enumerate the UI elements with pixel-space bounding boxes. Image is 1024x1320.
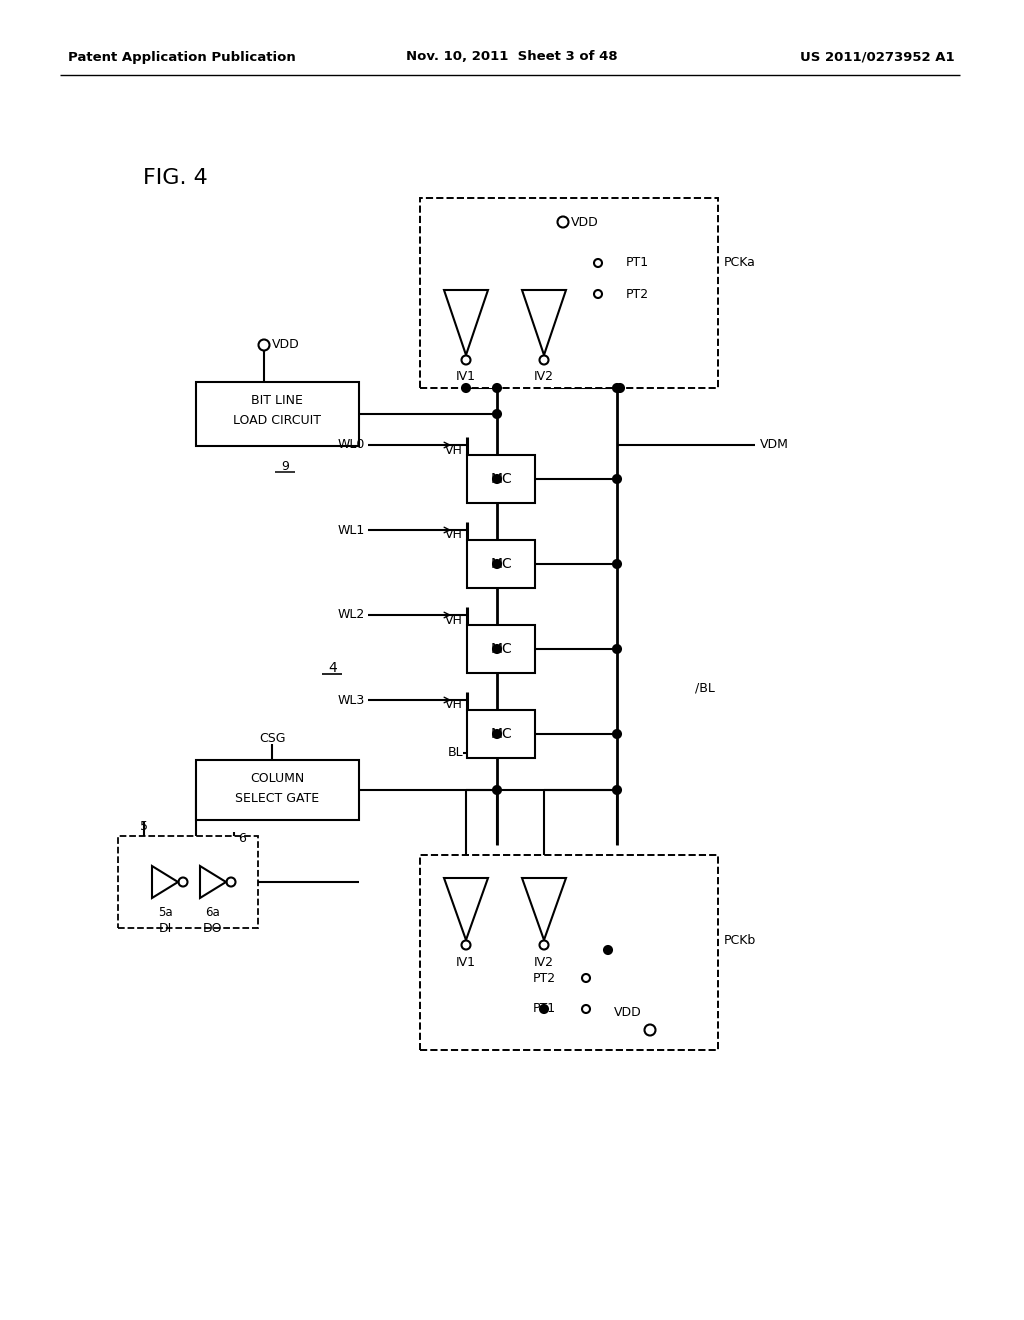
Bar bbox=[420, 198, 718, 388]
Text: /BL: /BL bbox=[695, 681, 715, 694]
Text: VH: VH bbox=[445, 444, 463, 457]
Text: 5: 5 bbox=[140, 821, 148, 833]
Circle shape bbox=[613, 475, 621, 483]
Text: BIT LINE: BIT LINE bbox=[251, 393, 303, 407]
Text: 6: 6 bbox=[238, 832, 246, 845]
Text: IV1: IV1 bbox=[456, 956, 476, 969]
Bar bbox=[196, 381, 359, 446]
Text: WL0: WL0 bbox=[338, 438, 365, 451]
Text: MC: MC bbox=[490, 727, 512, 741]
Bar bbox=[467, 624, 535, 673]
Text: PT2: PT2 bbox=[532, 972, 556, 985]
Text: IV1: IV1 bbox=[456, 371, 476, 384]
Text: Nov. 10, 2011  Sheet 3 of 48: Nov. 10, 2011 Sheet 3 of 48 bbox=[407, 50, 617, 63]
Bar bbox=[467, 455, 535, 503]
Text: VDD: VDD bbox=[614, 1006, 642, 1019]
Text: 4: 4 bbox=[328, 661, 337, 675]
Bar bbox=[420, 855, 718, 1049]
Text: VH: VH bbox=[445, 614, 463, 627]
Circle shape bbox=[613, 384, 621, 392]
Text: CSG: CSG bbox=[259, 731, 286, 744]
Text: MC: MC bbox=[490, 473, 512, 486]
Text: WL1: WL1 bbox=[338, 524, 365, 536]
Circle shape bbox=[613, 645, 621, 653]
Text: IV2: IV2 bbox=[534, 956, 554, 969]
Text: VDM: VDM bbox=[760, 438, 788, 451]
Text: BL: BL bbox=[447, 747, 463, 759]
Text: PT1: PT1 bbox=[626, 256, 649, 269]
Text: SELECT GATE: SELECT GATE bbox=[234, 792, 319, 804]
Bar bbox=[196, 760, 359, 820]
Circle shape bbox=[616, 384, 624, 392]
Text: 5a: 5a bbox=[158, 906, 172, 919]
Text: LOAD CIRCUIT: LOAD CIRCUIT bbox=[233, 413, 321, 426]
Text: IV2: IV2 bbox=[534, 371, 554, 384]
Bar bbox=[118, 836, 258, 928]
Bar bbox=[467, 540, 535, 587]
Text: MC: MC bbox=[490, 642, 512, 656]
Text: DI: DI bbox=[159, 921, 172, 935]
Circle shape bbox=[493, 411, 501, 418]
Text: Patent Application Publication: Patent Application Publication bbox=[68, 50, 296, 63]
Circle shape bbox=[604, 946, 612, 954]
Text: FIG. 4: FIG. 4 bbox=[143, 168, 208, 187]
Text: VDD: VDD bbox=[571, 215, 599, 228]
Text: US 2011/0273952 A1: US 2011/0273952 A1 bbox=[801, 50, 955, 63]
Text: VDD: VDD bbox=[272, 338, 300, 351]
Text: PT2: PT2 bbox=[626, 288, 649, 301]
Text: 6a: 6a bbox=[206, 906, 220, 919]
Circle shape bbox=[493, 730, 501, 738]
Circle shape bbox=[493, 560, 501, 568]
Text: PCKb: PCKb bbox=[724, 933, 757, 946]
Circle shape bbox=[493, 384, 501, 392]
Text: WL3: WL3 bbox=[338, 693, 365, 706]
Circle shape bbox=[613, 785, 621, 795]
Text: COLUMN: COLUMN bbox=[250, 771, 304, 784]
Circle shape bbox=[493, 645, 501, 653]
Text: DO: DO bbox=[203, 921, 223, 935]
Circle shape bbox=[540, 1005, 548, 1012]
Text: 9: 9 bbox=[281, 459, 289, 473]
Circle shape bbox=[493, 785, 501, 795]
Circle shape bbox=[462, 384, 470, 392]
Circle shape bbox=[493, 475, 501, 483]
Text: PT1: PT1 bbox=[532, 1002, 556, 1015]
Text: VH: VH bbox=[445, 698, 463, 711]
Text: VH: VH bbox=[445, 528, 463, 541]
Bar bbox=[467, 710, 535, 758]
Text: MC: MC bbox=[490, 557, 512, 572]
Text: PCKa: PCKa bbox=[724, 256, 756, 269]
Text: WL2: WL2 bbox=[338, 609, 365, 622]
Circle shape bbox=[613, 560, 621, 568]
Circle shape bbox=[613, 730, 621, 738]
